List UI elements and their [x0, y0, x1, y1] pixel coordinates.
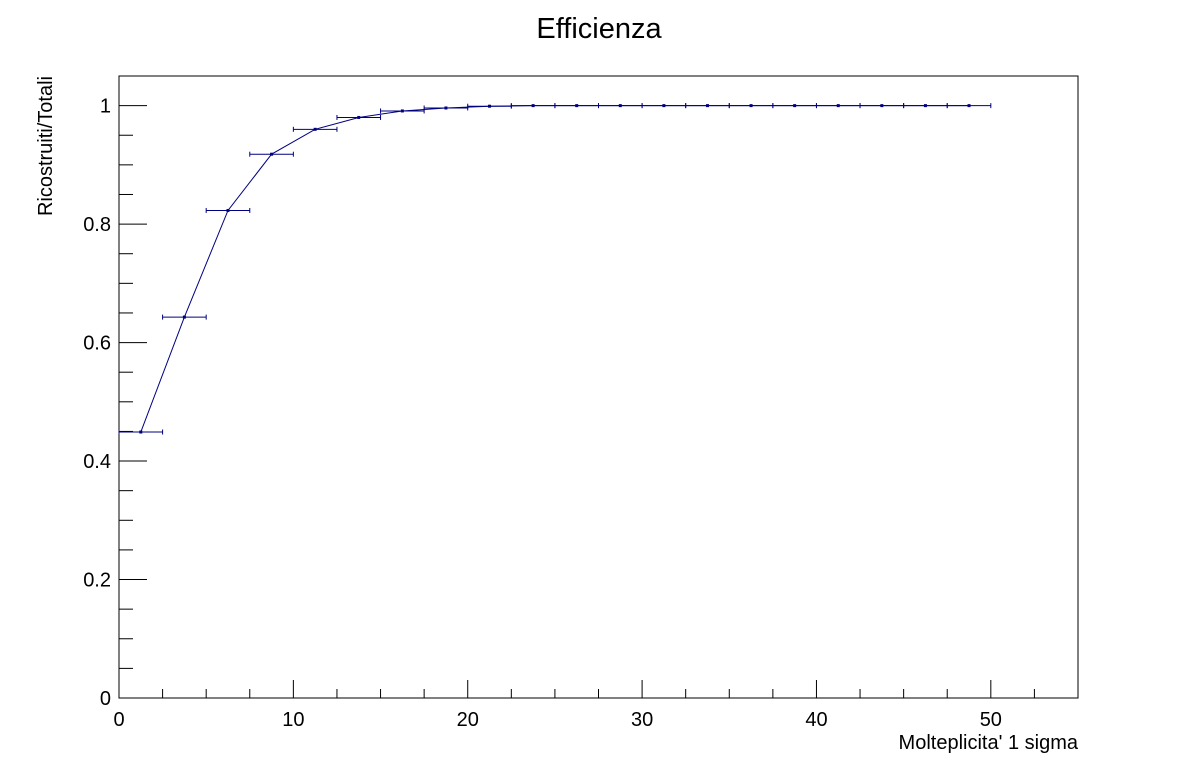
x-tick-label: 0 [113, 709, 124, 731]
point-marker [793, 104, 797, 108]
y-tick-label: 1 [100, 96, 111, 118]
point-marker [531, 104, 535, 108]
point-marker [270, 152, 274, 156]
y-tick-label: 0.8 [83, 214, 111, 236]
point-marker [967, 104, 971, 108]
point-marker [444, 106, 448, 110]
chart-title: Efficienza [536, 13, 662, 45]
axis-tick-labels: 0 10 20 30 40 50 0 0.2 0.4 0.6 0.8 1 [83, 96, 1002, 731]
point-marker [618, 104, 622, 108]
data-point [728, 103, 774, 109]
data-point [946, 103, 992, 109]
point-marker [226, 208, 230, 212]
y-tick-label: 0.6 [83, 333, 111, 355]
data-point [859, 103, 905, 109]
y-tick-label: 0 [100, 688, 111, 710]
point-marker [662, 104, 666, 108]
data-point [772, 103, 817, 109]
x-tick-label: 10 [282, 709, 304, 731]
data-point [162, 314, 207, 320]
data-point [598, 103, 643, 109]
point-marker [749, 104, 753, 108]
data-point [510, 103, 556, 109]
data-series [118, 103, 992, 435]
x-tick-label: 50 [980, 709, 1002, 731]
axis-ticks [118, 75, 1079, 699]
point-marker [313, 127, 317, 131]
data-point [118, 429, 164, 435]
data-point [205, 207, 251, 213]
point-marker [400, 109, 404, 113]
x-tick-label: 40 [805, 709, 827, 731]
point-marker [575, 104, 579, 108]
x-tick-label: 20 [457, 709, 479, 731]
point-marker [357, 115, 361, 119]
point-marker [488, 104, 492, 108]
x-tick-label: 30 [631, 709, 653, 731]
point-marker [880, 104, 884, 108]
data-point [815, 103, 861, 109]
y-tick-label: 0.2 [83, 570, 111, 592]
y-axis-label: Ricostruiti/Totali [35, 76, 57, 216]
data-point [292, 126, 338, 132]
plot-frame [118, 75, 1079, 699]
x-axis-label: Molteplicita' 1 sigma [899, 732, 1079, 754]
data-point [336, 114, 382, 120]
point-marker [182, 315, 186, 319]
data-point [380, 108, 425, 114]
point-marker [836, 104, 840, 108]
point-marker [923, 104, 927, 108]
point-marker [139, 430, 143, 434]
y-tick-label: 0.4 [83, 451, 111, 473]
data-point [423, 105, 469, 111]
data-point [249, 151, 294, 157]
data-point [685, 103, 730, 109]
point-marker [705, 104, 709, 108]
data-point [467, 103, 512, 109]
data-point [554, 103, 599, 109]
data-point [641, 103, 687, 109]
data-point [903, 103, 948, 109]
